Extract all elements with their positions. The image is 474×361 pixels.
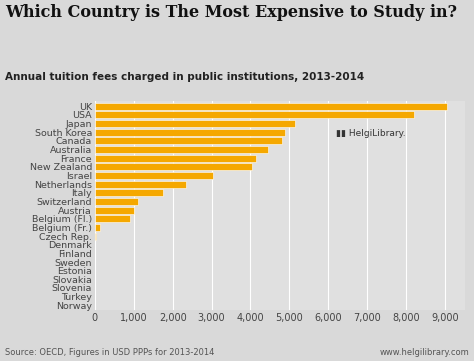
Bar xyxy=(95,189,163,196)
Text: ▮▮ HelgiLibrary.: ▮▮ HelgiLibrary. xyxy=(336,130,406,139)
Bar xyxy=(95,215,130,222)
Bar xyxy=(95,146,268,153)
Bar xyxy=(95,137,283,144)
Bar xyxy=(95,206,135,214)
Bar xyxy=(95,112,414,118)
Bar xyxy=(95,180,186,188)
Bar xyxy=(95,172,213,179)
Bar xyxy=(95,163,253,170)
Bar xyxy=(95,103,447,110)
Bar xyxy=(95,120,295,127)
Text: Which Country is The Most Expensive to Study in?: Which Country is The Most Expensive to S… xyxy=(5,4,457,21)
Bar xyxy=(95,129,285,136)
Bar xyxy=(95,232,96,240)
Text: www.helgilibrary.com: www.helgilibrary.com xyxy=(380,348,469,357)
Text: Annual tuition fees charged in public institutions, 2013-2014: Annual tuition fees charged in public in… xyxy=(5,72,364,82)
Bar xyxy=(95,198,137,205)
Text: Source: OECD, Figures in USD PPPs for 2013-2014: Source: OECD, Figures in USD PPPs for 20… xyxy=(5,348,214,357)
Bar xyxy=(95,155,256,162)
Bar xyxy=(95,224,100,231)
